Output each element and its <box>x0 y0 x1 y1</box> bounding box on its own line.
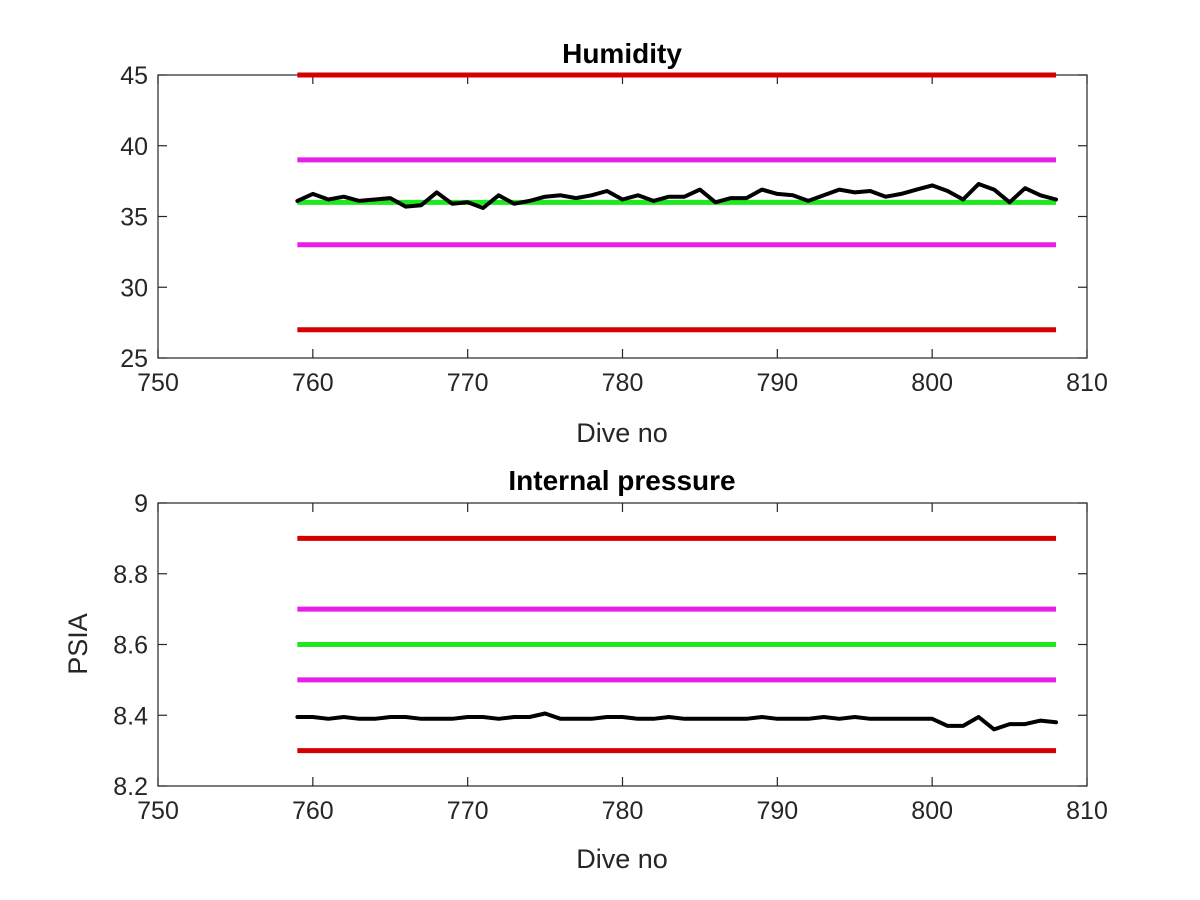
internal-pressure-x-tick-label: 770 <box>447 797 489 825</box>
humidity-x-tick-label: 790 <box>756 369 798 397</box>
humidity-y-tick-label: 45 <box>120 62 148 90</box>
internal-pressure-y-tick-labels: 8.2 8.4 8.6 8.8 9 <box>113 490 148 801</box>
internal-pressure-x-tick-label: 780 <box>602 797 644 825</box>
internal-pressure-y-tick-label: 8.2 <box>113 773 148 801</box>
internal-pressure-chart-title: Internal pressure <box>508 465 735 496</box>
internal-pressure-x-tick-label: 800 <box>911 797 953 825</box>
humidity-y-tick-label: 35 <box>120 204 148 232</box>
humidity-y-tick-label: 40 <box>120 133 148 161</box>
internal-pressure-series-line <box>295 711 1058 732</box>
internal-pressure-chart: 750 760 770 780 790 800 810 8.2 8.4 8.6 8.8 9 Inte… <box>63 465 1108 874</box>
internal-pressure-y-tick-label: 8.6 <box>113 632 148 660</box>
humidity-x-axis-label: Dive no <box>576 418 668 448</box>
internal-pressure-reference-lines <box>297 535 1057 754</box>
internal-pressure-x-tick-label: 760 <box>292 797 334 825</box>
humidity-x-tick-label: 780 <box>602 369 644 397</box>
humidity-x-tick-label: 810 <box>1066 369 1108 397</box>
internal-pressure-series <box>295 711 1058 732</box>
humidity-x-tick-label: 770 <box>447 369 489 397</box>
internal-pressure-tick-marks <box>157 502 1088 787</box>
humidity-series <box>295 182 1058 210</box>
humidity-y-tick-label: 30 <box>120 274 148 302</box>
humidity-x-tick-label: 800 <box>911 369 953 397</box>
internal-pressure-x-tick-label: 810 <box>1066 797 1108 825</box>
humidity-series-line <box>295 182 1058 210</box>
internal-pressure-y-tick-label: 9 <box>134 490 148 518</box>
humidity-x-tick-label: 750 <box>137 369 179 397</box>
humidity-y-tick-label: 25 <box>120 345 148 373</box>
humidity-chart: 750 760 770 780 790 800 810 25 30 35 40 45 Humidit… <box>120 38 1108 448</box>
internal-pressure-x-tick-labels: 750 760 770 780 790 800 810 <box>137 797 1108 825</box>
internal-pressure-x-axis-label: Dive no <box>576 844 668 874</box>
humidity-axes-box <box>157 74 1088 359</box>
internal-pressure-x-tick-label: 790 <box>756 797 798 825</box>
humidity-x-tick-labels: 750 760 770 780 790 800 810 <box>137 369 1108 397</box>
internal-pressure-x-tick-label: 750 <box>137 797 179 825</box>
internal-pressure-y-tick-label: 8.4 <box>113 702 148 730</box>
humidity-x-tick-label: 760 <box>292 369 334 397</box>
humidity-y-tick-labels: 25 30 35 40 45 <box>120 62 148 373</box>
internal-pressure-y-tick-label: 8.8 <box>113 561 148 589</box>
internal-pressure-y-axis-label: PSIA <box>63 613 93 675</box>
humidity-chart-title: Humidity <box>562 38 682 69</box>
